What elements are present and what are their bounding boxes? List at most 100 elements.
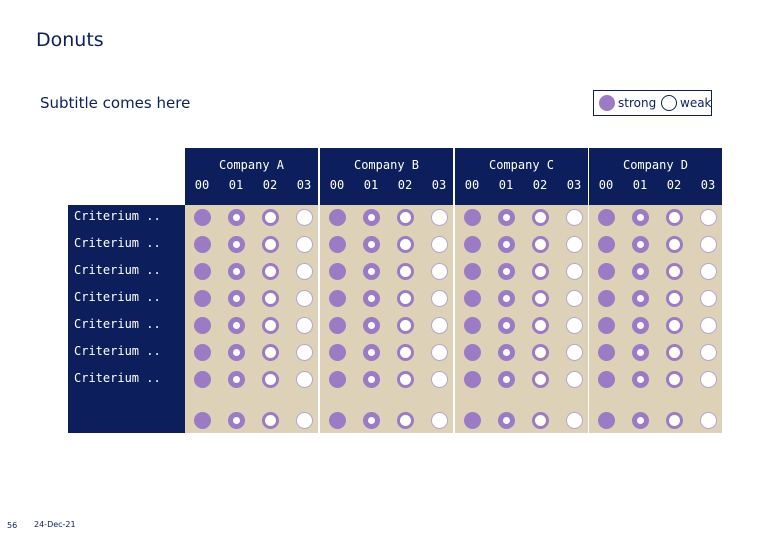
- donut-ring3-icon: [227, 289, 245, 307]
- column-header: 03: [700, 178, 716, 192]
- column-header: 03: [566, 178, 582, 192]
- donut-ring3-icon: [631, 370, 649, 388]
- column-header: 00: [464, 178, 480, 192]
- slide-subtitle: Subtitle comes here: [40, 94, 191, 112]
- legend-weak-label: weak: [680, 96, 712, 110]
- legend: strong weak: [593, 90, 712, 116]
- donut-ring3-icon: [631, 235, 649, 253]
- donut-full-icon: [463, 370, 481, 388]
- donut-full-icon: [328, 235, 346, 253]
- donut-empty-icon: [295, 343, 313, 361]
- donut-empty-icon: [430, 343, 448, 361]
- donut-ring2-icon: [665, 235, 683, 253]
- company-rating-area: [589, 205, 722, 433]
- donut-empty-icon: [430, 208, 448, 226]
- column-header: 01: [228, 178, 244, 192]
- donut-ring3-icon: [362, 289, 380, 307]
- donut-empty-icon: [565, 262, 583, 280]
- donut-full-icon: [193, 343, 211, 361]
- criterion-label: Criterium ..: [74, 317, 161, 331]
- criterion-label: Criterium ..: [74, 236, 161, 250]
- company-name: Company B: [353, 158, 420, 172]
- company-block: Company D 00 01 02 03: [589, 148, 722, 433]
- donut-full-icon: [193, 370, 211, 388]
- donut-empty-icon: [430, 262, 448, 280]
- donut-empty-icon: [565, 370, 583, 388]
- column-header: 00: [194, 178, 210, 192]
- column-header: 02: [666, 178, 682, 192]
- donut-full-icon: [328, 411, 346, 429]
- donut-ring3-icon: [497, 235, 515, 253]
- donut-ring2-icon: [531, 235, 549, 253]
- donut-ring3-icon: [227, 208, 245, 226]
- donut-full-icon: [328, 370, 346, 388]
- donut-ring2-icon: [665, 411, 683, 429]
- company-name: Company C: [488, 158, 555, 172]
- donut-ring3-icon: [362, 235, 380, 253]
- column-header: 03: [431, 178, 447, 192]
- donut-empty-icon: [295, 262, 313, 280]
- donut-ring2-icon: [396, 316, 414, 334]
- criterion-label: Criterium ..: [74, 344, 161, 358]
- donut-empty-icon: [565, 208, 583, 226]
- donut-ring2-icon: [396, 343, 414, 361]
- donut-full-icon: [193, 262, 211, 280]
- company-name: Company D: [622, 158, 689, 172]
- donut-ring2-icon: [261, 289, 279, 307]
- donut-empty-icon: [295, 316, 313, 334]
- donut-ring3-icon: [227, 343, 245, 361]
- donut-ring2-icon: [261, 262, 279, 280]
- donut-ring3-icon: [227, 235, 245, 253]
- donut-ring2-icon: [665, 370, 683, 388]
- donut-full-icon: [463, 208, 481, 226]
- donut-full-icon: [328, 262, 346, 280]
- donut-full-icon: [597, 343, 615, 361]
- donut-full-icon: [193, 411, 211, 429]
- donut-ring2-icon: [396, 411, 414, 429]
- strong-swatch-icon: [599, 95, 615, 111]
- company-block: Company A 00 01 02 03: [185, 148, 318, 433]
- column-header: 02: [397, 178, 413, 192]
- donut-empty-icon: [430, 411, 448, 429]
- donut-empty-icon: [295, 370, 313, 388]
- donut-ring2-icon: [396, 235, 414, 253]
- donut-ring2-icon: [531, 262, 549, 280]
- donut-full-icon: [597, 235, 615, 253]
- donut-empty-icon: [295, 411, 313, 429]
- donut-ring2-icon: [531, 343, 549, 361]
- donut-ring3-icon: [497, 316, 515, 334]
- donut-ring2-icon: [261, 343, 279, 361]
- donut-ring3-icon: [497, 411, 515, 429]
- donut-empty-icon: [565, 343, 583, 361]
- donut-ring2-icon: [531, 370, 549, 388]
- donut-empty-icon: [430, 289, 448, 307]
- donut-ring3-icon: [631, 411, 649, 429]
- company-rating-area: [185, 205, 318, 433]
- legend-strong-label: strong: [618, 96, 657, 110]
- donut-ring3-icon: [362, 411, 380, 429]
- donut-ring3-icon: [631, 316, 649, 334]
- donut-empty-icon: [565, 316, 583, 334]
- donut-full-icon: [193, 235, 211, 253]
- donut-ring2-icon: [261, 235, 279, 253]
- donut-empty-icon: [430, 235, 448, 253]
- donut-full-icon: [463, 262, 481, 280]
- donut-full-icon: [193, 316, 211, 334]
- donut-empty-icon: [295, 235, 313, 253]
- donut-empty-icon: [565, 235, 583, 253]
- column-header: 01: [363, 178, 379, 192]
- donut-full-icon: [463, 343, 481, 361]
- criteria-panel: Criterium .. Criterium .. Criterium .. Crit…: [68, 205, 185, 433]
- donut-ring3-icon: [631, 208, 649, 226]
- company-name: Company A: [218, 158, 285, 172]
- company-rating-area: [455, 205, 588, 433]
- donut-empty-icon: [430, 316, 448, 334]
- donut-empty-icon: [699, 262, 717, 280]
- donut-ring3-icon: [631, 343, 649, 361]
- donut-ring2-icon: [396, 208, 414, 226]
- donut-ring2-icon: [531, 411, 549, 429]
- company-block: Company B 00 01 02 03: [320, 148, 453, 433]
- donut-ring3-icon: [497, 262, 515, 280]
- donut-ring3-icon: [227, 411, 245, 429]
- donut-full-icon: [328, 289, 346, 307]
